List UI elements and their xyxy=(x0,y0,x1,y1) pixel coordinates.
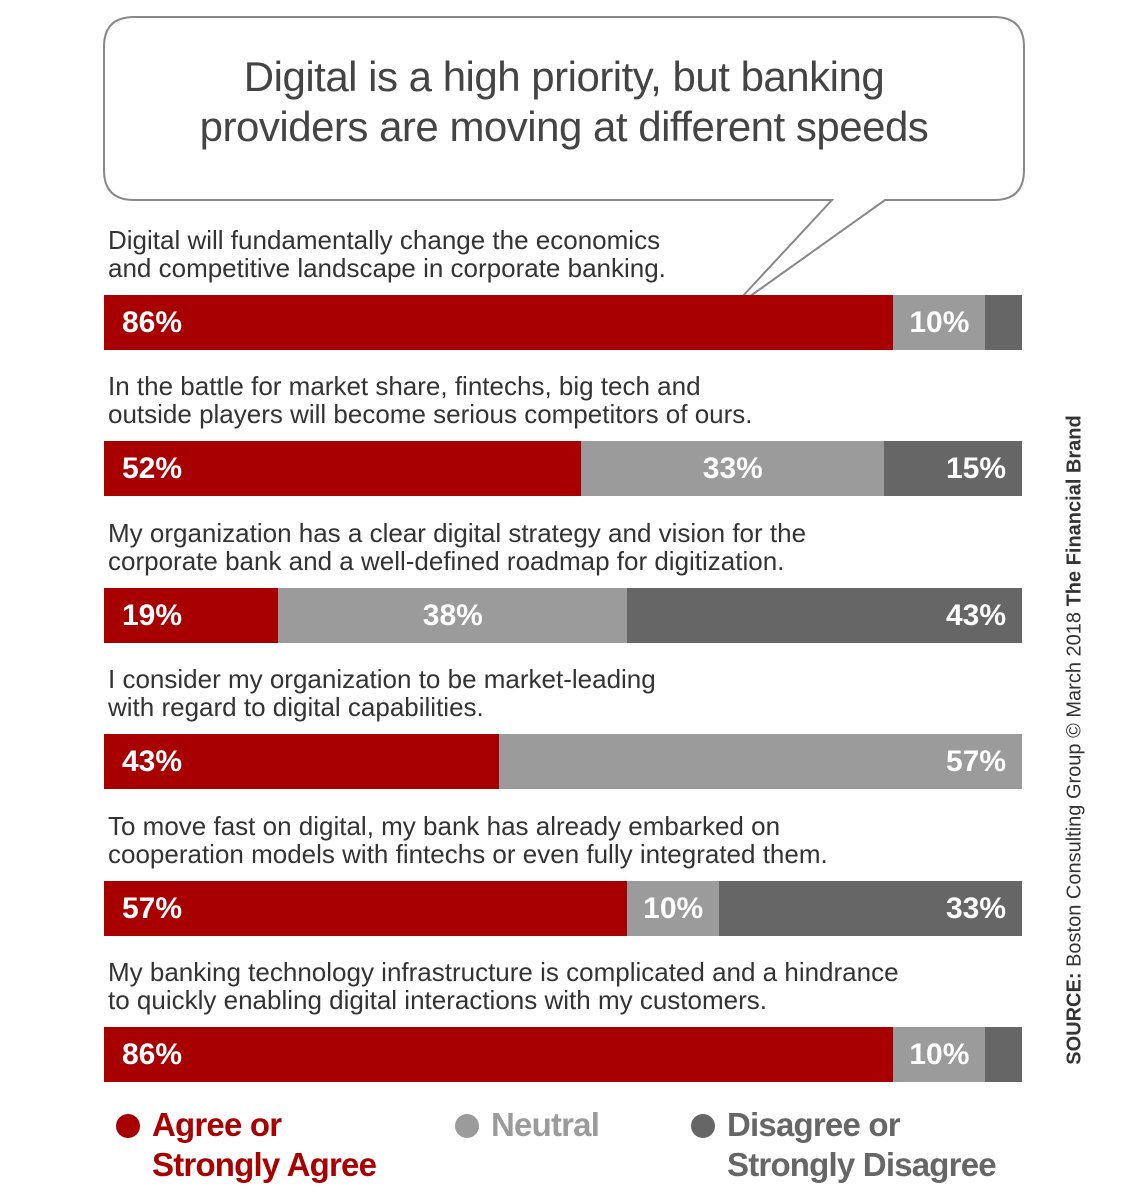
bar-segment xyxy=(581,441,885,497)
value-label: 57% xyxy=(945,745,1006,779)
source: SOURCE: Boston Consulting Group © March … xyxy=(1064,415,1087,1064)
bar-segment xyxy=(893,295,986,350)
bar-segment xyxy=(627,880,720,936)
value-label: 15% xyxy=(945,452,1006,486)
value-label: 43% xyxy=(945,598,1006,632)
value-label: 52% xyxy=(122,452,183,486)
value-label: 19% xyxy=(122,598,183,632)
bubble-outline xyxy=(103,16,1025,313)
bar-segment xyxy=(278,587,628,643)
bar-segment xyxy=(104,734,499,790)
bar-segment xyxy=(884,441,1022,497)
bar-segment xyxy=(104,1027,894,1082)
value-label: 33% xyxy=(945,891,1006,925)
statement: Digital will fundamentally change the ec… xyxy=(108,225,666,283)
source-text: Boston Consulting Group © March 2018 xyxy=(1063,611,1086,967)
chart-title: Digital is a high priority, but banking … xyxy=(199,53,929,150)
bar-segment xyxy=(893,1027,986,1082)
legend-marker xyxy=(455,1114,479,1138)
source-brand: The Financial Brand xyxy=(1063,415,1086,607)
value-label: 57% xyxy=(122,891,183,925)
value-label: 10% xyxy=(909,1038,970,1071)
statement: I consider my organization to be market-… xyxy=(108,664,656,723)
bar-segment xyxy=(985,1027,1022,1082)
bar-segment xyxy=(719,880,1022,936)
bar-segment xyxy=(498,734,1022,790)
bar-segment xyxy=(985,295,1022,350)
legend-marker xyxy=(691,1114,715,1138)
value-label: 43% xyxy=(122,745,183,779)
value-label: 10% xyxy=(643,891,704,925)
value-label: 86% xyxy=(122,1038,183,1071)
bar-segment xyxy=(627,587,1022,643)
bar-segment xyxy=(104,880,628,936)
statement: My banking technology infrastructure is … xyxy=(108,957,899,1015)
legend-label: Neutral xyxy=(491,1106,600,1143)
legend-label: Disagree or Strongly Disagree xyxy=(727,1106,997,1183)
statement: My organization has a clear digital stra… xyxy=(108,517,807,576)
speech-bubble xyxy=(103,16,1025,313)
bar-segment xyxy=(104,587,279,643)
value-label: 10% xyxy=(909,306,970,339)
source-label: SOURCE: xyxy=(1063,972,1086,1065)
value-label: 38% xyxy=(422,598,483,632)
statement: To move fast on digital, my bank has alr… xyxy=(108,810,828,869)
bar-segment xyxy=(104,441,582,497)
value-label: 33% xyxy=(702,452,763,486)
value-label: 86% xyxy=(122,306,183,339)
statement: In the battle for market share, fintechs… xyxy=(108,371,753,430)
legend-label: Agree or Strongly Agree xyxy=(152,1106,377,1183)
bar-segment xyxy=(104,295,894,350)
legend-marker xyxy=(116,1114,140,1138)
